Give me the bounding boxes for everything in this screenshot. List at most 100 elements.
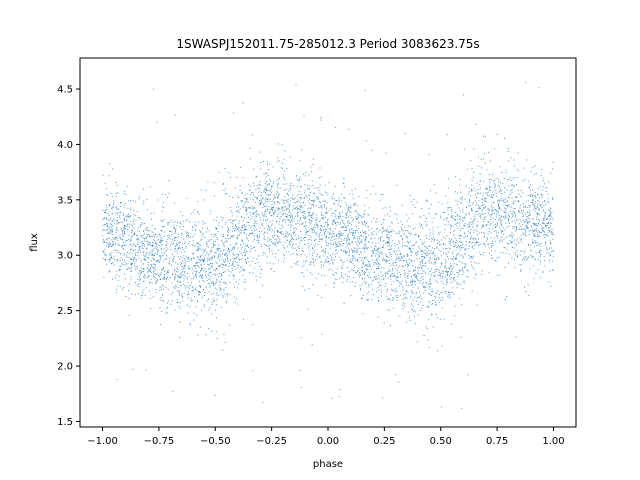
data-point [470,229,472,231]
data-point [483,200,485,202]
data-point [376,228,378,230]
data-point [417,303,419,305]
data-point [357,270,359,272]
data-point [259,216,261,218]
data-point [277,215,279,217]
data-point [531,193,533,195]
data-point [378,299,380,301]
data-point [162,284,164,286]
data-point [534,259,536,261]
data-point [168,221,170,223]
data-point [208,274,210,276]
data-point [448,258,449,260]
data-point [550,286,552,287]
data-point [106,245,108,247]
data-point [328,182,330,183]
data-point [462,247,464,249]
data-point [184,251,185,253]
data-point [213,195,215,197]
data-point [509,240,511,242]
data-point [225,252,227,254]
data-point [310,228,312,229]
data-point [402,294,404,296]
data-point [150,308,152,310]
data-point [140,245,142,247]
data-point [333,244,334,246]
data-point [390,231,392,233]
data-point [104,210,106,212]
data-point [266,245,268,247]
data-point [257,235,259,237]
data-point [411,261,413,263]
data-point [536,230,537,232]
data-point [175,232,177,234]
data-point [385,260,387,262]
data-point [395,261,397,263]
data-point [543,231,545,233]
data-point [172,259,174,261]
data-point [236,227,238,229]
data-point [205,334,207,336]
data-point [151,218,152,220]
data-point [133,219,135,220]
data-point [500,181,501,183]
data-point [168,262,170,264]
data-point [357,216,359,218]
data-point [284,199,286,201]
data-point [526,225,528,227]
data-point [407,220,408,222]
data-point [331,259,333,261]
data-point [260,194,262,196]
data-point [468,212,470,214]
data-point [225,187,227,189]
data-point [512,214,514,216]
data-point [206,241,208,243]
data-point [382,279,384,281]
data-point [346,214,348,216]
data-point [540,231,542,233]
data-point [455,258,457,260]
data-point [517,256,518,258]
data-point [272,235,273,237]
data-point [515,252,516,254]
data-point [157,199,159,201]
data-point [269,227,271,229]
data-point [344,238,346,239]
data-point [263,227,265,229]
data-point [167,269,169,271]
data-point [242,227,243,229]
data-point [376,268,377,270]
data-point [454,219,456,221]
data-point [135,258,137,260]
data-point [292,245,294,247]
data-point [544,200,546,202]
data-point [352,270,354,271]
data-point [272,263,274,265]
data-point [468,254,470,256]
data-point [305,231,307,233]
data-point [249,265,251,267]
data-point [105,254,107,256]
data-point [256,198,258,200]
data-point [534,241,536,243]
data-point [484,236,485,238]
data-point [495,232,497,234]
data-point [123,226,125,228]
data-point [390,279,392,281]
data-point [459,225,461,227]
data-point [109,204,110,206]
data-point [435,258,437,260]
data-point [490,224,491,226]
data-point [268,247,270,249]
data-point [125,278,126,280]
data-point [506,296,508,298]
data-point [247,201,249,203]
data-point [269,229,271,231]
data-point [312,164,314,165]
data-point [128,213,129,215]
data-point [347,208,349,210]
data-point [552,249,554,251]
data-point [121,228,123,229]
data-point [472,238,474,240]
data-point [368,207,370,209]
